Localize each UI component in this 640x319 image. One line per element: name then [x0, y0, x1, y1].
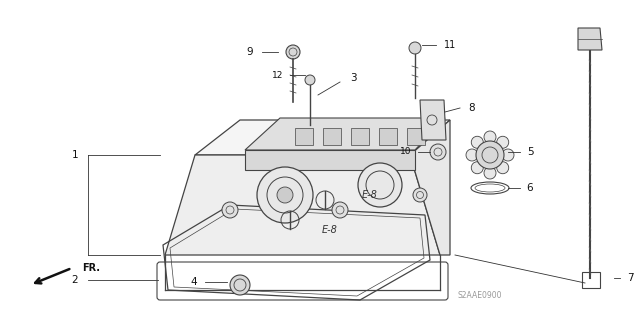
Text: 11: 11: [444, 40, 456, 50]
Circle shape: [277, 187, 293, 203]
Polygon shape: [323, 128, 341, 145]
Circle shape: [497, 136, 509, 148]
Circle shape: [476, 141, 504, 169]
Text: S2AAE0900: S2AAE0900: [458, 291, 502, 300]
Text: 4: 4: [191, 277, 197, 287]
Text: 3: 3: [349, 73, 356, 83]
Text: 6: 6: [527, 183, 533, 193]
Text: E-8: E-8: [362, 190, 378, 200]
Circle shape: [286, 45, 300, 59]
Text: 8: 8: [468, 103, 476, 113]
Polygon shape: [295, 128, 313, 145]
Text: 10: 10: [400, 147, 412, 157]
Polygon shape: [420, 100, 446, 140]
Text: FR.: FR.: [82, 263, 100, 273]
Circle shape: [305, 75, 315, 85]
Circle shape: [466, 149, 478, 161]
Text: 12: 12: [272, 70, 284, 79]
Circle shape: [222, 202, 238, 218]
Circle shape: [502, 149, 514, 161]
Text: 2: 2: [72, 275, 78, 285]
Circle shape: [497, 162, 509, 174]
Polygon shape: [407, 128, 425, 145]
Circle shape: [358, 163, 402, 207]
Polygon shape: [245, 118, 445, 150]
Circle shape: [471, 162, 483, 174]
Text: 1: 1: [72, 150, 78, 160]
Text: 9: 9: [246, 47, 253, 57]
Circle shape: [230, 275, 250, 295]
Polygon shape: [195, 120, 450, 155]
Circle shape: [413, 188, 427, 202]
Circle shape: [484, 131, 496, 143]
Circle shape: [332, 202, 348, 218]
Circle shape: [484, 167, 496, 179]
Polygon shape: [379, 128, 397, 145]
Circle shape: [471, 136, 483, 148]
Polygon shape: [165, 155, 440, 255]
Circle shape: [257, 167, 313, 223]
Polygon shape: [245, 150, 415, 170]
Text: 5: 5: [527, 147, 533, 157]
Circle shape: [430, 144, 446, 160]
Text: 7: 7: [627, 273, 634, 283]
Polygon shape: [410, 120, 450, 255]
Text: E-8: E-8: [322, 225, 338, 235]
Circle shape: [409, 42, 421, 54]
Polygon shape: [578, 28, 602, 50]
Polygon shape: [351, 128, 369, 145]
